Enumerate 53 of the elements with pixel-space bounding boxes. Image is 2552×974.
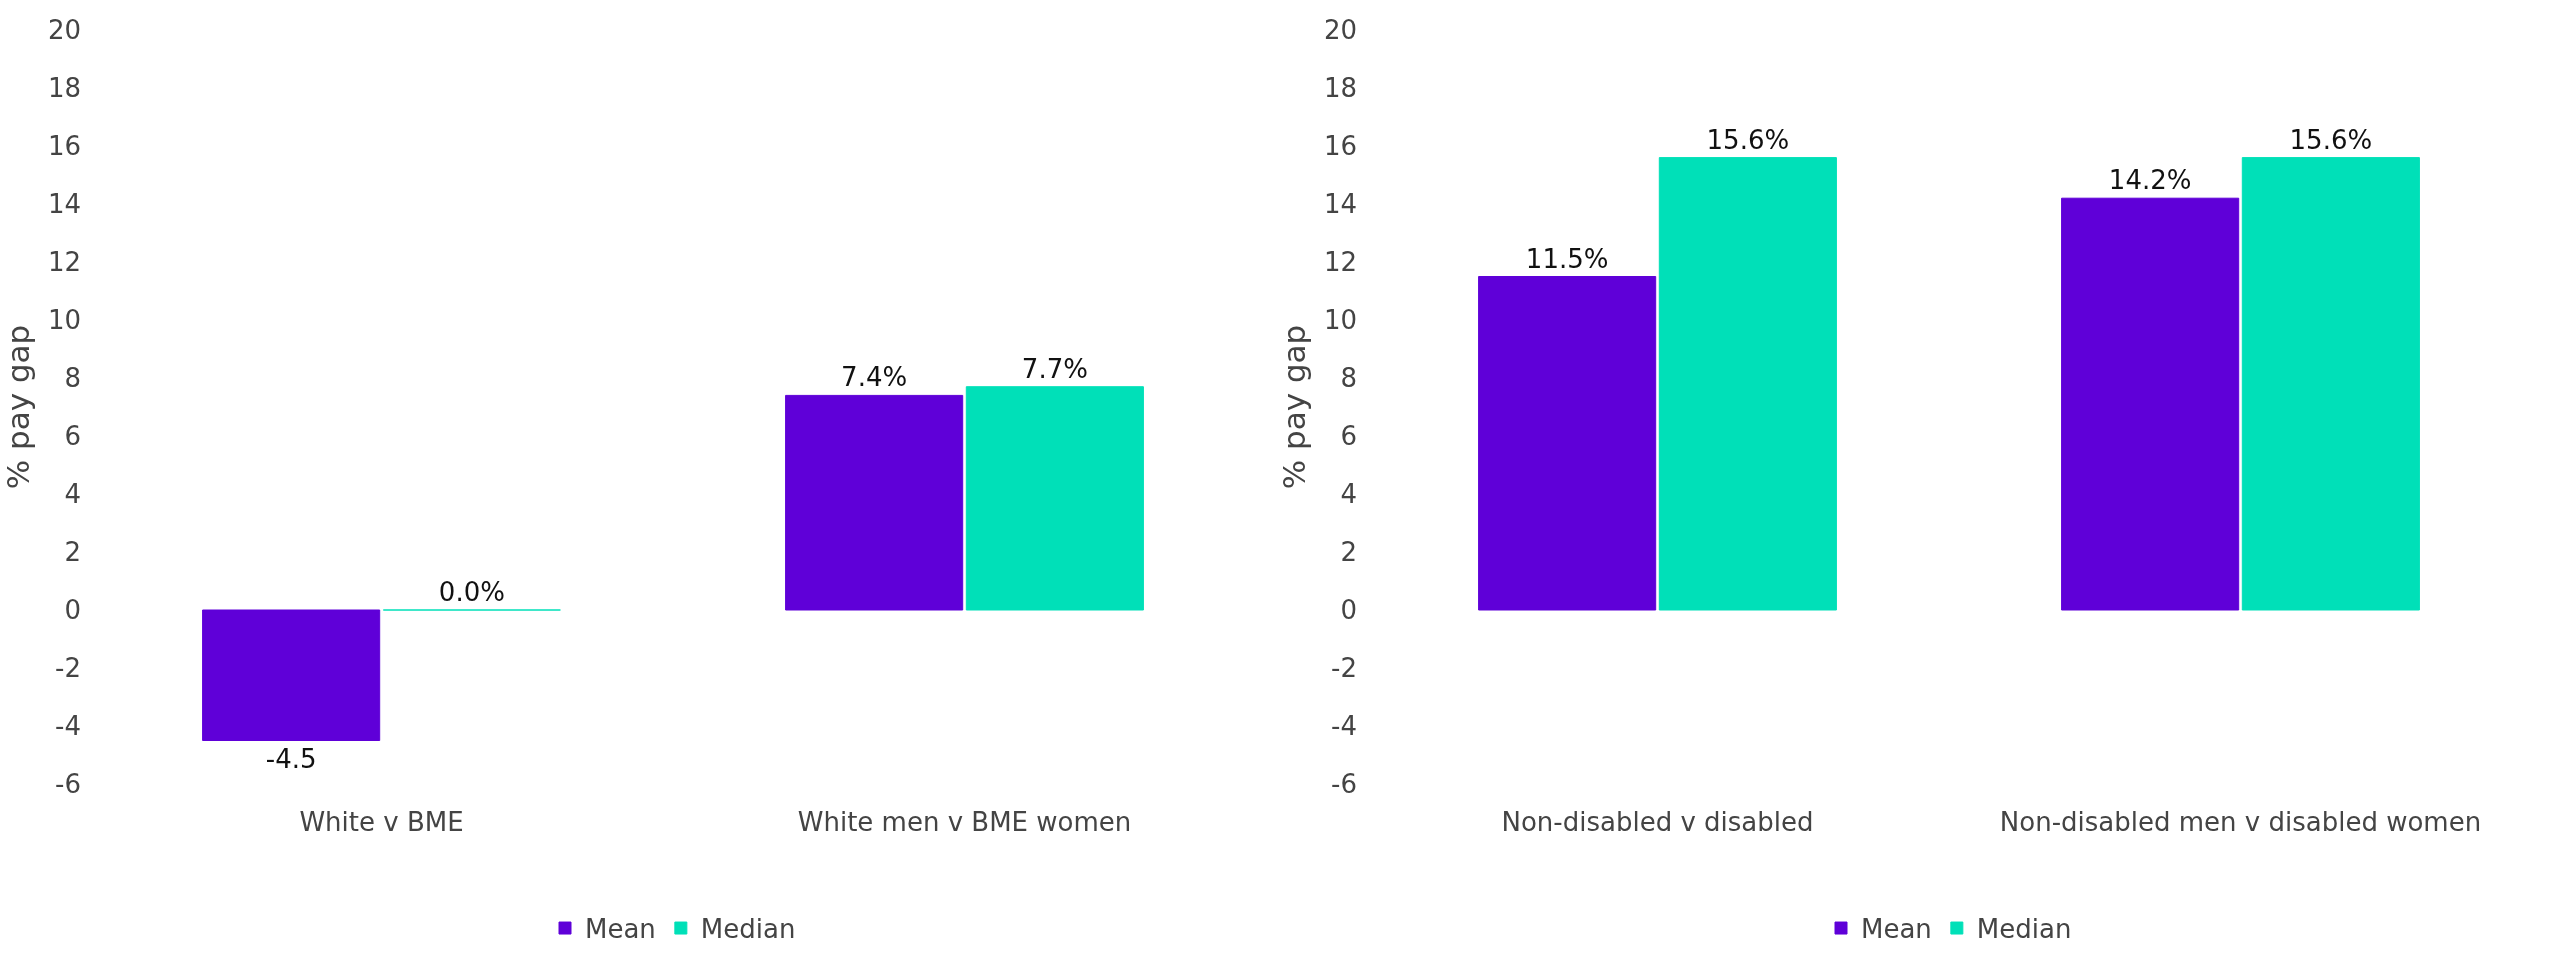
y-tick-label: 2: [64, 537, 81, 568]
bar: [965, 386, 1144, 611]
bar: [1478, 276, 1657, 611]
y-tick-label: 20: [1323, 15, 1357, 46]
data-label: 0.0%: [438, 577, 505, 607]
y-tick-label: 0: [1340, 595, 1357, 626]
legend-label: Mean: [585, 914, 656, 945]
y-tick-label: 16: [47, 131, 81, 162]
y-tick-label: -4: [1331, 711, 1357, 742]
legend-label: Mean: [1861, 914, 1932, 945]
y-tick-label: 10: [1323, 305, 1357, 336]
y-tick-label: 18: [47, 73, 81, 104]
y-tick-label: 12: [47, 247, 81, 278]
y-tick-label: 8: [64, 363, 81, 394]
data-label: 15.6%: [2289, 124, 2373, 155]
legend-label: Median: [700, 914, 796, 945]
y-tick-label: 10: [47, 305, 81, 336]
y-tick-label: 12: [1323, 247, 1357, 278]
data-label: 14.2%: [2108, 165, 2192, 196]
y-tick-label: -6: [1331, 769, 1357, 800]
data-label: 11.5%: [1525, 243, 1609, 274]
y-tick-label: 20: [47, 15, 81, 46]
data-label: 7.7%: [1021, 353, 1088, 384]
y-tick-label: 0: [64, 595, 81, 626]
y-tick-label: 18: [1323, 73, 1357, 104]
bar: [2061, 197, 2240, 611]
x-tick-label: White men v BME women: [797, 807, 1132, 837]
y-tick-label: 4: [64, 479, 81, 510]
y-tick-label: -2: [55, 653, 81, 684]
y-tick-label: 14: [47, 189, 81, 220]
data-label: 15.6%: [1706, 124, 1790, 155]
y-tick-label: 2: [1340, 537, 1357, 568]
x-tick-label: Non-disabled v disabled: [1501, 807, 1814, 837]
y-tick-label: -2: [1331, 653, 1357, 684]
y-tick-label: -6: [55, 769, 81, 800]
bar: [785, 394, 964, 611]
y-tick-label: 6: [1340, 421, 1357, 452]
y-axis-title: % pay gap: [1276, 324, 1312, 490]
y-axis-title: % pay gap: [0, 324, 36, 490]
bar: [2241, 157, 2420, 611]
y-tick-label: 16: [1323, 131, 1357, 162]
legend-label: Median: [1976, 914, 2072, 945]
data-label: 7.4%: [841, 362, 908, 393]
bar: [1658, 157, 1837, 611]
data-label: -4.5: [265, 743, 317, 774]
y-tick-label: 14: [1323, 189, 1357, 220]
y-tick-label: 8: [1340, 363, 1357, 394]
y-tick-label: -4: [55, 711, 81, 742]
bar: [202, 609, 381, 741]
y-tick-label: 6: [64, 421, 81, 452]
y-tick-label: 4: [1340, 479, 1357, 510]
x-tick-label: Non-disabled men v disabled women: [1999, 807, 2482, 837]
x-tick-label: White v BME: [299, 807, 464, 837]
